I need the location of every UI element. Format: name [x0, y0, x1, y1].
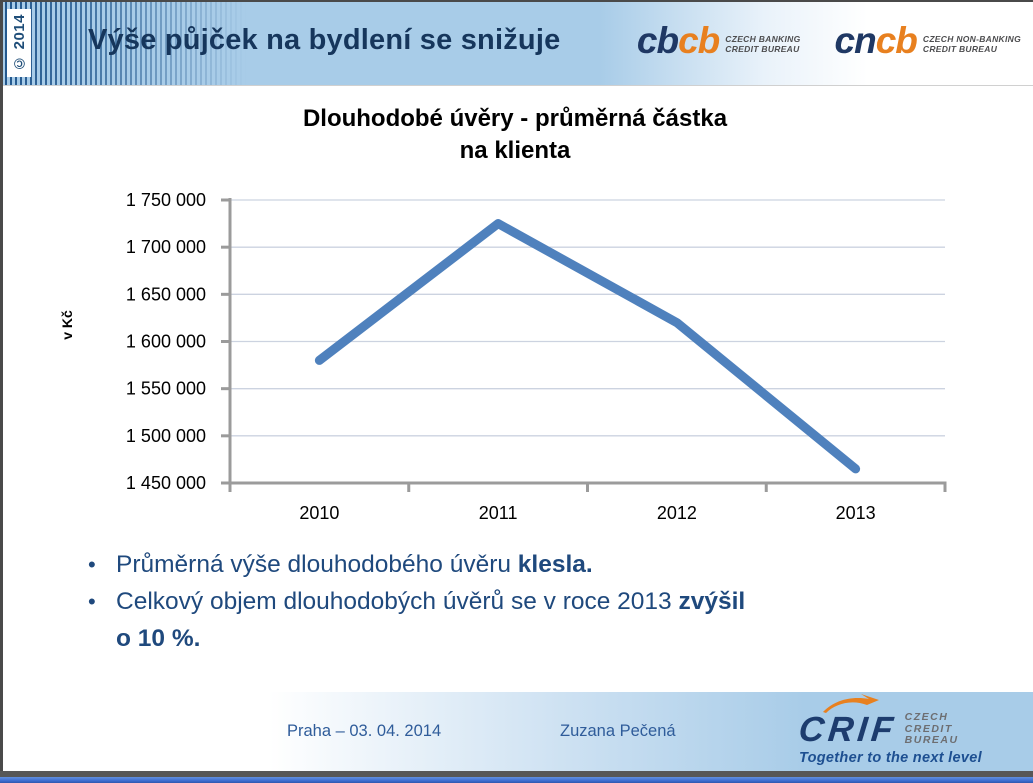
crif-wordmark: CRIF	[796, 710, 899, 749]
cbcb-logo: cbcb CZECH BANKING CREDIT BUREAU	[637, 22, 801, 59]
bullet-text-1: Průměrná výše dlouhodobého úvěru klesla.	[116, 551, 593, 578]
y-tick-label: 1 550 000	[126, 379, 206, 399]
slide-title: Výše půjček na bydlení se snižuje	[88, 24, 561, 56]
bullet-icon: •	[88, 552, 96, 577]
footer-author: Zuzana Pečená	[560, 722, 676, 740]
crif-logo: CRIF CZECH CREDIT BUREAU Together to the…	[796, 694, 1017, 766]
line-chart: 1 450 000 1 500 000 1 550 000 1 600 000 1 65…	[59, 190, 947, 523]
crif-row: CRIF CZECH CREDIT BUREAU	[796, 696, 1017, 749]
bottom-bar-blue	[0, 777, 1033, 783]
cbcb-wordmark: cbcb	[636, 20, 720, 61]
header-logos: cbcb CZECH BANKING CREDIT BUREAU cncb CZ…	[637, 22, 1021, 59]
y-tick-label: 1 600 000	[126, 332, 206, 352]
bullet-icon: •	[88, 589, 96, 614]
cncb-caption: CZECH NON-BANKING CREDIT BUREAU	[922, 33, 1021, 55]
x-tick-label: 2011	[479, 503, 518, 523]
x-tick-label: 2013	[836, 503, 876, 523]
slide-left-border	[0, 0, 3, 783]
y-axis-title: v Kč	[59, 310, 75, 340]
chart-title-line2: na klienta	[459, 137, 571, 165]
cncb-wordmark: cncb	[834, 20, 918, 61]
bullet-item-2: • Celkový objem dlouhodobých úvěrů se v …	[88, 583, 788, 657]
y-tick-label: 1 500 000	[126, 426, 206, 446]
copyright-text: © 2014	[10, 14, 28, 72]
x-tick-label: 2010	[299, 503, 339, 523]
footer-place-date: Praha – 03. 04. 2014	[287, 722, 442, 740]
crif-tagline: Together to the next level	[799, 750, 982, 766]
bullet-item-1: • Průměrná výše dlouhodobého úvěru klesl…	[88, 546, 788, 583]
bullet-text-2: Celkový objem dlouhodobých úvěrů se v ro…	[116, 588, 746, 652]
crif-swoosh-icon	[823, 694, 879, 713]
copyright-box: © 2014	[7, 9, 31, 77]
chart-title: Dlouhodobé úvěry - průměrná částka na kl…	[140, 103, 890, 168]
chart-title-line1: Dlouhodobé úvěry - průměrná částka	[302, 105, 728, 132]
y-tick-label: 1 650 000	[126, 284, 206, 304]
y-tick-label: 1 700 000	[126, 237, 206, 257]
slide-top-border	[0, 0, 1033, 2]
y-tick-label: 1 450 000	[126, 473, 206, 493]
x-tick-label: 2012	[657, 503, 697, 523]
y-tick-label: 1 750 000	[126, 190, 206, 210]
cncb-logo: cncb CZECH NON-BANKING CREDIT BUREAU	[835, 22, 1022, 59]
slide-footer: Praha – 03. 04. 2014 Zuzana Pečená CRIF …	[0, 692, 1033, 771]
slide-header: © 2014 Výše půjček na bydlení se snižuje…	[0, 0, 1033, 86]
crif-caption: CZECH CREDIT BUREAU	[904, 711, 959, 747]
bullet-list: • Průměrná výše dlouhodobého úvěru klesl…	[88, 546, 788, 657]
data-line	[314, 219, 861, 474]
header-stripes-decoration	[0, 0, 255, 85]
cbcb-caption: CZECH BANKING CREDIT BUREAU	[725, 33, 801, 55]
bottom-bar-gray	[0, 771, 1033, 777]
